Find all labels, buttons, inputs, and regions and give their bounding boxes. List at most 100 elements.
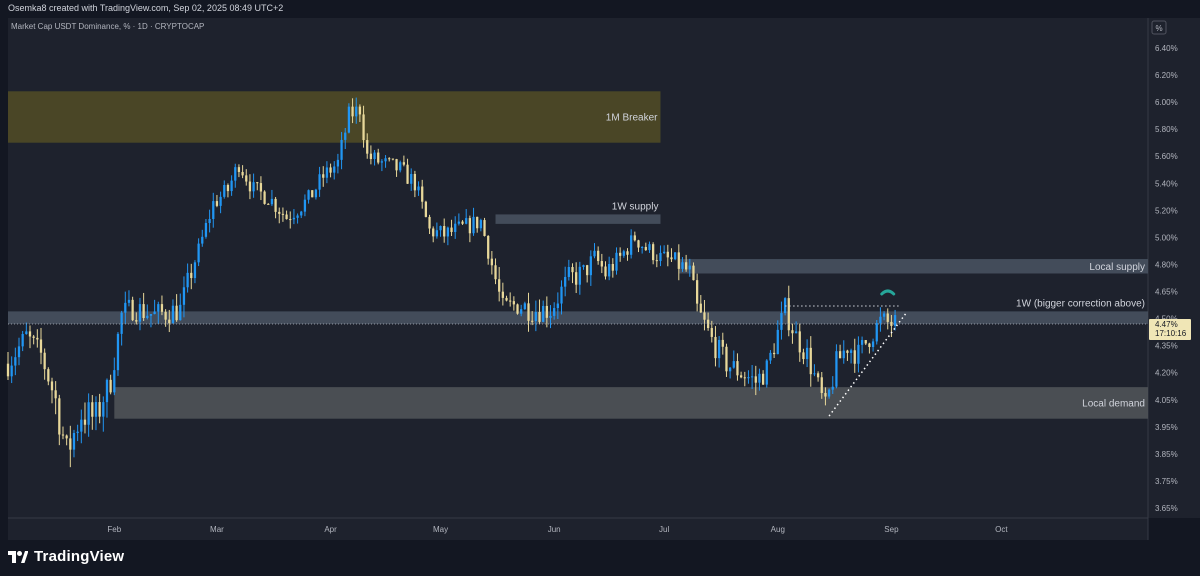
candle-body (245, 175, 248, 182)
candle-body (149, 314, 153, 316)
candle-body (296, 215, 299, 218)
candle-body (340, 139, 343, 160)
zone-label: Local supply (1089, 262, 1145, 273)
candle-body (362, 114, 365, 141)
candle-body (560, 286, 563, 304)
candle-body (6, 363, 10, 377)
candle-body (827, 389, 831, 397)
tradingview-logo[interactable]: TradingView (8, 548, 124, 565)
candle-body (388, 158, 391, 160)
candle-body (893, 315, 897, 326)
candle-body (868, 343, 871, 348)
candle-body (681, 262, 684, 269)
candle-body (32, 336, 35, 338)
candle-body (91, 402, 94, 417)
chart-frame[interactable]: % Market Cap USDT Dominance, % · 1D · CR… (0, 18, 1200, 540)
candle-body (754, 376, 757, 383)
candle-body (509, 300, 512, 302)
candle-body (314, 189, 318, 198)
candle-body (230, 180, 233, 192)
candle-body (69, 438, 72, 450)
zone-label: Local demand (1082, 398, 1145, 409)
candle-body (303, 199, 307, 212)
candle-body (226, 184, 230, 192)
candle-body (813, 373, 816, 375)
candle-body (201, 236, 204, 244)
zone-label: 1M Breaker (606, 113, 658, 124)
unit-label-box[interactable] (1151, 20, 1167, 35)
y-tick-label: 3.85% (1155, 450, 1178, 459)
candle-body (824, 392, 827, 397)
candle-body (138, 304, 142, 322)
y-tick-label: 5.40% (1155, 179, 1178, 188)
candle-body (523, 303, 526, 310)
x-tick-label: Jun (548, 525, 561, 534)
x-tick-label: Feb (107, 525, 121, 534)
candle-body (399, 162, 402, 171)
candle-body (248, 181, 252, 192)
candle-body (212, 201, 215, 219)
price-chart[interactable]: % Market Cap USDT Dominance, % · 1D · CR… (0, 18, 1200, 540)
time-axis-panel[interactable] (8, 518, 1148, 540)
candle-body (765, 360, 768, 385)
candle-body (80, 419, 83, 432)
candle-body (274, 198, 277, 212)
footer: TradingView (0, 540, 1200, 576)
candle-body (344, 132, 347, 140)
y-tick-label: 6.20% (1155, 71, 1178, 80)
candle-body (549, 315, 552, 318)
candle-body (831, 386, 834, 390)
candle-body (336, 159, 340, 167)
candle-body (76, 431, 79, 434)
candle-body (318, 174, 321, 190)
candle-body (816, 373, 820, 378)
candle-body (772, 352, 776, 355)
candle-body (743, 377, 746, 379)
candle-body (113, 370, 116, 393)
candle-body (366, 140, 369, 154)
candle-body (237, 167, 241, 172)
candle-body (278, 211, 281, 214)
candle-body (531, 320, 534, 322)
price-axis-panel[interactable] (1148, 18, 1200, 518)
candle-body (886, 313, 889, 322)
y-tick-label: 4.65% (1155, 288, 1178, 297)
candle-body (270, 198, 274, 205)
candle-body (622, 251, 625, 256)
candle-body (794, 331, 798, 334)
candle-body (666, 251, 669, 258)
trendline-dotted (828, 312, 907, 417)
candle-body (102, 402, 105, 417)
candle-body (175, 305, 178, 321)
candle-body (373, 152, 376, 160)
candle-body (527, 303, 530, 321)
candle-body (571, 267, 574, 273)
candle-body (476, 216, 479, 229)
candle-body (692, 265, 695, 281)
candles-layer (6, 97, 897, 468)
candle-body (593, 250, 596, 257)
candle-body (842, 350, 845, 359)
zone-label: 1W (bigger correction above) (1016, 298, 1145, 309)
candle-body (538, 312, 541, 322)
candle-body (395, 159, 398, 171)
candle-body (36, 337, 39, 340)
zone-rect (8, 311, 1148, 324)
candle-body (380, 161, 384, 163)
candle-body (439, 226, 442, 231)
candle-body (849, 350, 853, 353)
candle-body (446, 227, 450, 237)
y-tick-label: 4.35% (1155, 342, 1178, 351)
candle-body (94, 402, 98, 417)
candle-body (567, 267, 570, 277)
candle-body (641, 246, 644, 248)
candle-body (351, 106, 354, 117)
candle-body (479, 220, 482, 229)
candle-body (835, 351, 838, 387)
candle-body (72, 433, 76, 450)
candle-body (615, 252, 618, 271)
zones-layer: 1M Breaker 1W supply Local supply 1W (bigge… (8, 91, 1149, 419)
candle-body (413, 174, 417, 191)
candle-body (124, 302, 127, 313)
candle-body (186, 272, 189, 288)
